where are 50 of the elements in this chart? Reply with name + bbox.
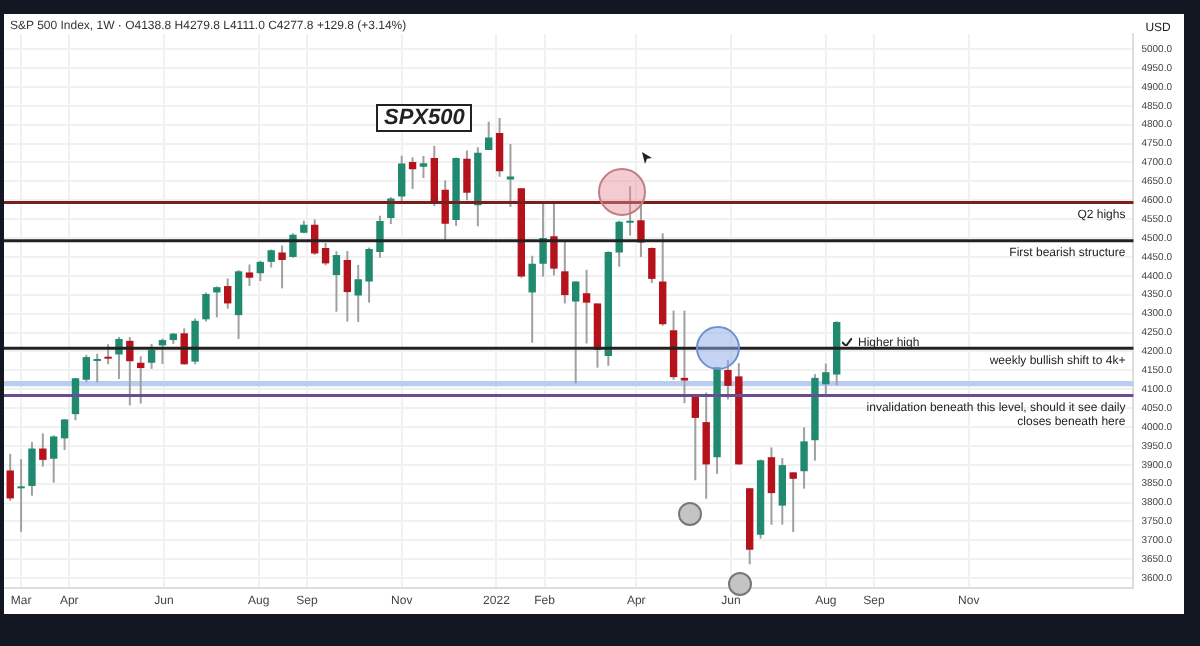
candlestick bbox=[408, 156, 417, 190]
candlestick bbox=[278, 244, 286, 290]
candlestick bbox=[245, 263, 254, 288]
candlestick bbox=[17, 458, 25, 533]
candlestick bbox=[495, 116, 504, 178]
candlestick bbox=[6, 452, 14, 502]
candlestick bbox=[39, 432, 47, 468]
candlestick bbox=[572, 280, 580, 385]
candlestick bbox=[691, 395, 700, 482]
candlestick bbox=[561, 240, 569, 305]
candlestick bbox=[104, 343, 112, 366]
candlestick bbox=[767, 446, 776, 526]
candlestick bbox=[224, 277, 232, 310]
candlestick bbox=[800, 426, 808, 490]
candlestick bbox=[528, 254, 536, 344]
candlestick bbox=[158, 337, 167, 365]
candlestick bbox=[582, 268, 591, 345]
candlestick bbox=[648, 246, 656, 285]
candlestick bbox=[778, 456, 787, 526]
candlestick bbox=[343, 249, 352, 323]
candlestick bbox=[419, 155, 428, 179]
annotation: SPX500 bbox=[376, 104, 473, 132]
candlestick bbox=[82, 353, 91, 384]
candlestick bbox=[593, 302, 602, 369]
candlestick bbox=[267, 248, 275, 269]
candlestick bbox=[50, 434, 58, 484]
candlestick bbox=[28, 441, 36, 497]
candlestick bbox=[789, 471, 797, 534]
candlestick bbox=[506, 142, 515, 209]
candlestick bbox=[398, 154, 406, 204]
candlestick bbox=[93, 352, 101, 384]
candlestick bbox=[60, 418, 69, 452]
candlestick bbox=[430, 144, 439, 207]
candlestick bbox=[213, 285, 221, 319]
candlestick bbox=[234, 269, 243, 340]
candlestick bbox=[256, 259, 265, 283]
candlestick bbox=[485, 120, 493, 152]
candlestick bbox=[321, 241, 330, 267]
candlestick bbox=[680, 309, 689, 405]
candlestick bbox=[539, 200, 547, 278]
candlestick bbox=[463, 149, 471, 202]
candlestick bbox=[637, 201, 645, 258]
candlestick bbox=[202, 291, 210, 323]
candlestick bbox=[332, 250, 341, 313]
candlestick bbox=[126, 336, 134, 407]
candlestick bbox=[137, 355, 145, 405]
candlestick bbox=[702, 391, 710, 500]
candlestick bbox=[550, 203, 558, 277]
candlestick bbox=[147, 342, 156, 370]
candlestick bbox=[659, 232, 667, 327]
